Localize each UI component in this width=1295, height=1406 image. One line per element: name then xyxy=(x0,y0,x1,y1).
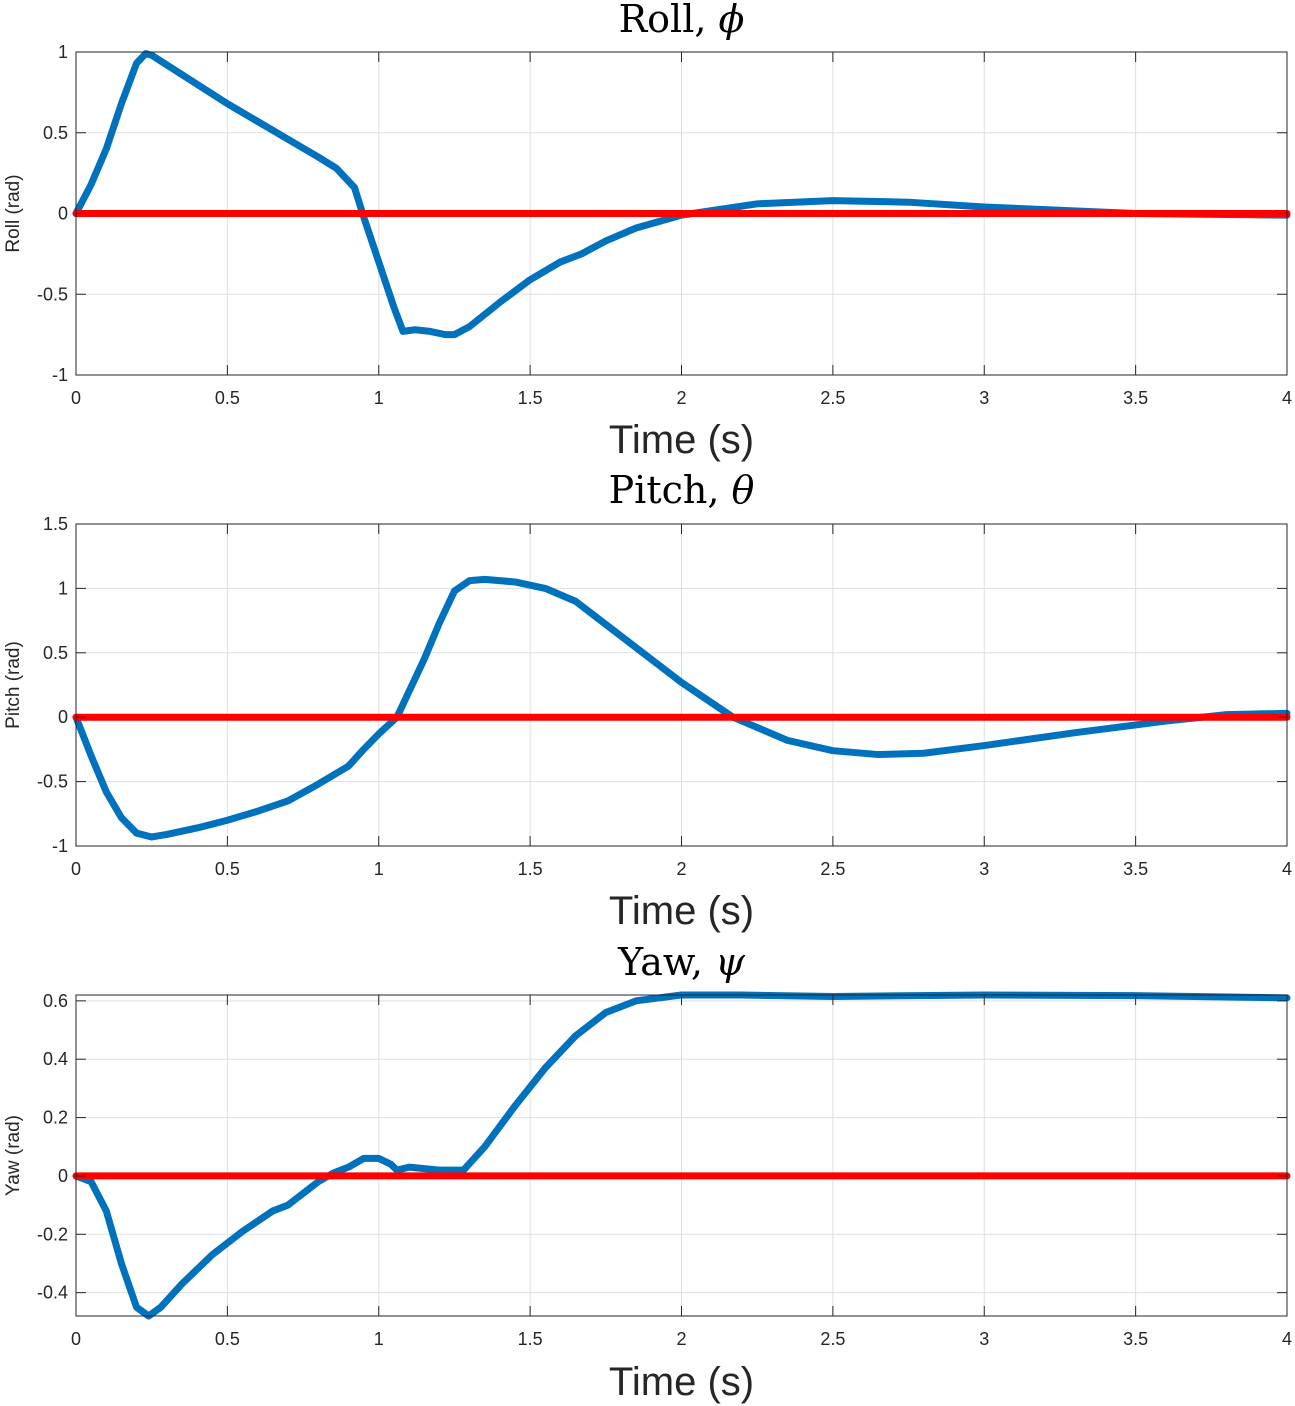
y-tick-label: -0.4 xyxy=(37,1283,68,1303)
x-tick-label: 1 xyxy=(374,388,384,408)
x-tick-label: 1.5 xyxy=(518,388,543,408)
x-tick-label: 0.5 xyxy=(215,1329,240,1349)
x-tick-label: 4 xyxy=(1282,1329,1292,1349)
y-tick-label: 0.5 xyxy=(43,643,68,663)
actual-series-line xyxy=(72,575,1291,841)
x-tick-label: 0 xyxy=(71,1329,81,1349)
x-tick-label: 2.5 xyxy=(820,859,845,879)
subplot-title: Roll, ϕ xyxy=(619,0,745,41)
x-tick-label: 2.5 xyxy=(820,1329,845,1349)
x-axis-label: Time (s) xyxy=(609,418,754,462)
y-tick-label: 1 xyxy=(58,42,68,62)
subplot-title-text: Roll, xyxy=(619,0,719,41)
y-tick-label: -0.2 xyxy=(37,1224,68,1244)
x-tick-label: 1 xyxy=(374,859,384,879)
y-tick-label: 0 xyxy=(58,707,68,727)
x-tick-label: 2 xyxy=(676,1329,686,1349)
y-tick-label: 0.6 xyxy=(43,991,68,1011)
y-tick-label: 0.4 xyxy=(43,1049,68,1069)
x-tick-label: 1.5 xyxy=(518,859,543,879)
y-axis-label: Roll (rad) xyxy=(3,174,24,252)
x-tick-label: 4 xyxy=(1282,388,1292,408)
x-tick-label: 0 xyxy=(71,859,81,879)
x-tick-label: 1.5 xyxy=(518,1329,543,1349)
actual-series-line xyxy=(72,991,1291,1320)
subplot-2: 0 0.5 1 1.5 2 2.5 3 3.5 4 -1 -0.5 0 0.5 1 1.5 Pitch, θ T… xyxy=(3,468,1292,933)
subplot-1: 0 0.5 1 1.5 2 2.5 3 3.5 4 -1 -0.5 0 0.5 1 Roll, ϕ Time … xyxy=(3,0,1292,462)
y-tick-label: 0.2 xyxy=(43,1108,68,1128)
actual-series-line xyxy=(72,50,1291,339)
x-tick-label: 3.5 xyxy=(1123,388,1148,408)
subplot-title-symbol: ϕ xyxy=(719,0,745,41)
y-tick-label: -0.5 xyxy=(37,284,68,304)
y-tick-label: 1 xyxy=(58,578,68,598)
y-tick-label: 0 xyxy=(58,1166,68,1186)
y-tick-label: 0.5 xyxy=(43,123,68,143)
x-tick-label: 1 xyxy=(374,1329,384,1349)
y-tick-label: -1 xyxy=(52,836,68,856)
y-tick-label: 0 xyxy=(58,204,68,224)
x-tick-label: 3 xyxy=(979,859,989,879)
x-tick-label: 3 xyxy=(979,1329,989,1349)
subplot-title-symbol: θ xyxy=(732,468,755,512)
x-tick-label: 3 xyxy=(979,388,989,408)
x-tick-label: 0 xyxy=(71,388,81,408)
subplot-title-symbol: ψ xyxy=(715,940,746,984)
y-tick-label: -0.5 xyxy=(37,772,68,792)
y-axis-label: Pitch (rad) xyxy=(3,641,24,729)
x-tick-label: 0.5 xyxy=(215,859,240,879)
x-tick-label: 2 xyxy=(676,388,686,408)
subplot-title-text: Yaw, xyxy=(617,940,715,984)
y-axis-label: Yaw (rad) xyxy=(3,1115,24,1196)
x-tick-label: 4 xyxy=(1282,859,1292,879)
subplot-3: 0 0.5 1 1.5 2 2.5 3 3.5 4 -0.4 -0.2 0 0.2 0.4 0.6 Yaw, … xyxy=(3,940,1292,1404)
subplot-title-text: Pitch, xyxy=(609,468,732,512)
y-tick-label: -1 xyxy=(52,365,68,385)
x-axis-label: Time (s) xyxy=(609,1360,754,1404)
x-tick-label: 3.5 xyxy=(1123,859,1148,879)
x-tick-label: 0.5 xyxy=(215,388,240,408)
subplot-title: Pitch, θ xyxy=(609,468,755,512)
x-tick-label: 2 xyxy=(676,859,686,879)
x-tick-label: 3.5 xyxy=(1123,1329,1148,1349)
subplot-title: Yaw, ψ xyxy=(617,940,746,984)
x-tick-label: 2.5 xyxy=(820,388,845,408)
x-axis-label: Time (s) xyxy=(609,889,754,933)
y-tick-label: 1.5 xyxy=(43,514,68,534)
